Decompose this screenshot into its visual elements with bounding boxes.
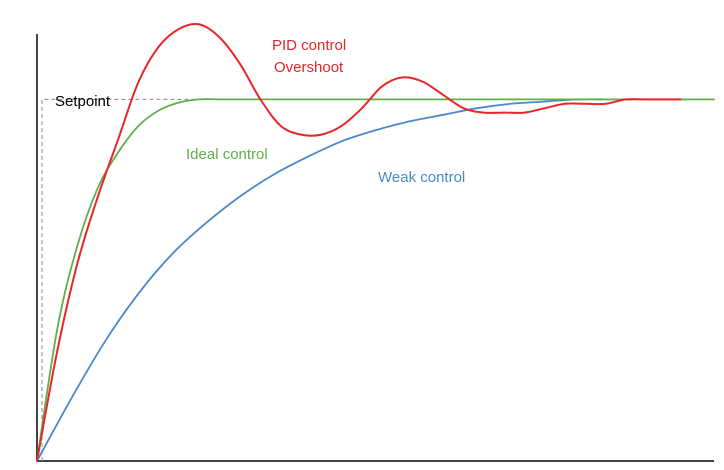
- weak-control-label: Weak control: [378, 169, 465, 186]
- overshoot-label: Overshoot: [274, 59, 344, 76]
- weak-control-line: [36, 98, 688, 462]
- setpoint: Setpoint: [41, 93, 714, 461]
- ideal-control-line: [36, 98, 715, 462]
- setpoint-line: [41, 98, 714, 461]
- setpoint-label: Setpoint: [55, 93, 111, 110]
- series-labels: PID control Overshoot Ideal control Weak…: [186, 37, 465, 186]
- pid-control-line: [36, 22, 682, 462]
- ideal-control-label: Ideal control: [186, 146, 268, 163]
- series-layer: [36, 22, 715, 462]
- pid-control-label: PID control: [272, 37, 346, 54]
